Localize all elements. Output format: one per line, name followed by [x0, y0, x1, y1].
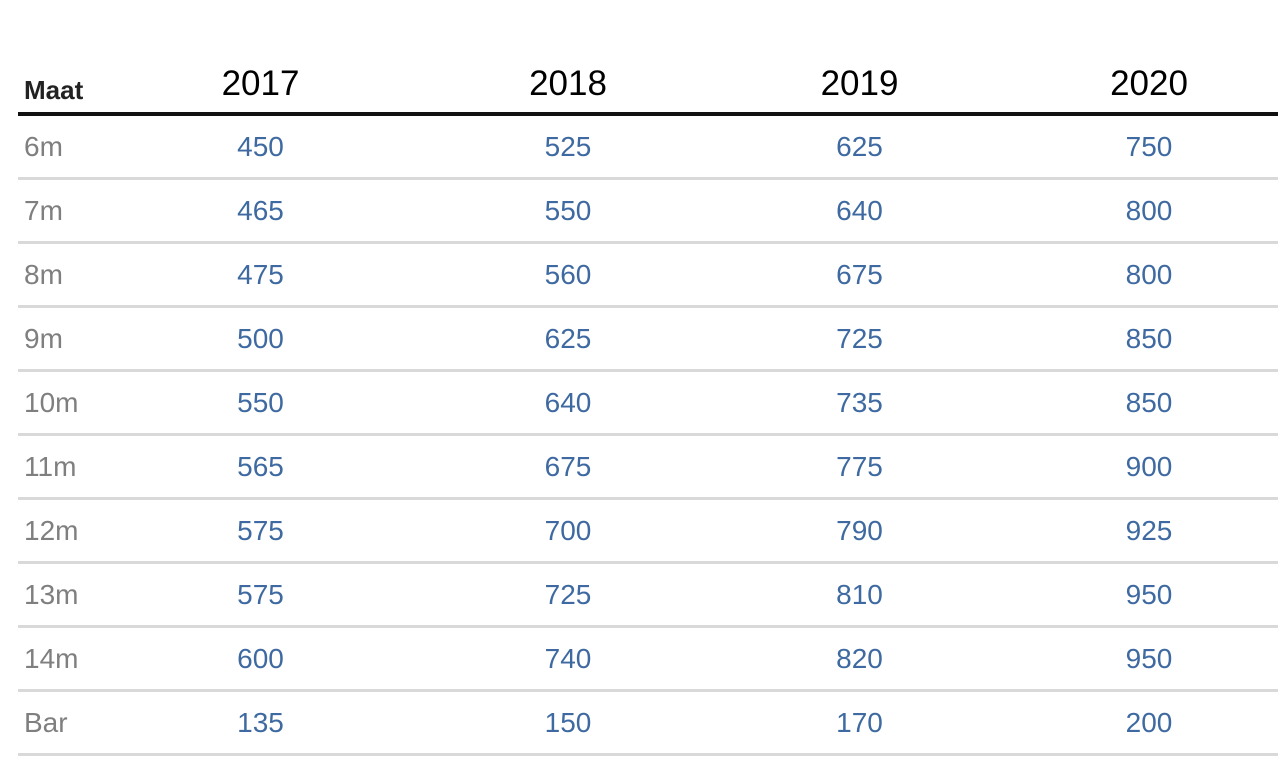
header-year-2017: 2017 — [138, 50, 423, 116]
price-cell: 200 — [1010, 690, 1278, 756]
price-cell: 575 — [138, 562, 423, 628]
table-row: 7m 465 550 640 800 — [18, 178, 1278, 244]
price-cell: 740 — [423, 626, 723, 692]
header-label-maat: Maat — [18, 50, 138, 116]
price-cell: 790 — [723, 498, 1010, 564]
size-cell: 7m — [18, 178, 138, 244]
price-cell: 135 — [138, 690, 423, 756]
size-cell: Bar — [18, 690, 138, 756]
table-row: 12m 575 700 790 925 — [18, 498, 1278, 564]
size-cell: 11m — [18, 434, 138, 500]
price-cell: 725 — [723, 306, 1010, 372]
price-cell: 565 — [138, 434, 423, 500]
price-cell: 640 — [723, 178, 1010, 244]
price-cell: 850 — [1010, 306, 1278, 372]
size-cell: 12m — [18, 498, 138, 564]
price-cell: 170 — [723, 690, 1010, 756]
price-cell: 950 — [1010, 562, 1278, 628]
price-cell: 735 — [723, 370, 1010, 436]
price-table: Maat 2017 2018 2019 2020 6m 450 525 625 750 7… — [18, 50, 1278, 756]
price-cell: 450 — [138, 114, 423, 180]
header-row: Maat 2017 2018 2019 2020 — [18, 50, 1278, 116]
price-cell: 150 — [423, 690, 723, 756]
header-year-2020: 2020 — [1010, 50, 1278, 116]
size-cell: 13m — [18, 562, 138, 628]
price-cell: 575 — [138, 498, 423, 564]
size-cell: 8m — [18, 242, 138, 308]
price-cell: 465 — [138, 178, 423, 244]
price-cell: 800 — [1010, 242, 1278, 308]
table-row: Bar 135 150 170 200 — [18, 690, 1278, 756]
size-cell: 9m — [18, 306, 138, 372]
header-year-2019: 2019 — [723, 50, 1010, 116]
price-cell: 525 — [423, 114, 723, 180]
size-cell: 6m — [18, 114, 138, 180]
price-cell: 560 — [423, 242, 723, 308]
size-cell: 10m — [18, 370, 138, 436]
price-cell: 820 — [723, 626, 1010, 692]
price-cell: 800 — [1010, 178, 1278, 244]
table-row: 6m 450 525 625 750 — [18, 114, 1278, 180]
price-cell: 675 — [723, 242, 1010, 308]
size-cell: 14m — [18, 626, 138, 692]
price-cell: 550 — [138, 370, 423, 436]
price-cell: 775 — [723, 434, 1010, 500]
price-cell: 850 — [1010, 370, 1278, 436]
table-row: 8m 475 560 675 800 — [18, 242, 1278, 308]
price-cell: 625 — [723, 114, 1010, 180]
price-cell: 600 — [138, 626, 423, 692]
table-header: Maat 2017 2018 2019 2020 — [18, 50, 1278, 116]
price-cell: 625 — [423, 306, 723, 372]
table-row: 14m 600 740 820 950 — [18, 626, 1278, 692]
price-cell: 500 — [138, 306, 423, 372]
price-cell: 750 — [1010, 114, 1278, 180]
table-row: 13m 575 725 810 950 — [18, 562, 1278, 628]
price-cell: 700 — [423, 498, 723, 564]
price-cell: 550 — [423, 178, 723, 244]
table-row: 9m 500 625 725 850 — [18, 306, 1278, 372]
price-cell: 810 — [723, 562, 1010, 628]
price-cell: 725 — [423, 562, 723, 628]
price-cell: 475 — [138, 242, 423, 308]
price-cell: 950 — [1010, 626, 1278, 692]
price-cell: 900 — [1010, 434, 1278, 500]
price-cell: 675 — [423, 434, 723, 500]
header-year-2018: 2018 — [423, 50, 723, 116]
price-cell: 925 — [1010, 498, 1278, 564]
table-row: 10m 550 640 735 850 — [18, 370, 1278, 436]
price-cell: 640 — [423, 370, 723, 436]
table-row: 11m 565 675 775 900 — [18, 434, 1278, 500]
table-body: 6m 450 525 625 750 7m 465 550 640 800 8m 475 560 675 8… — [18, 114, 1278, 756]
